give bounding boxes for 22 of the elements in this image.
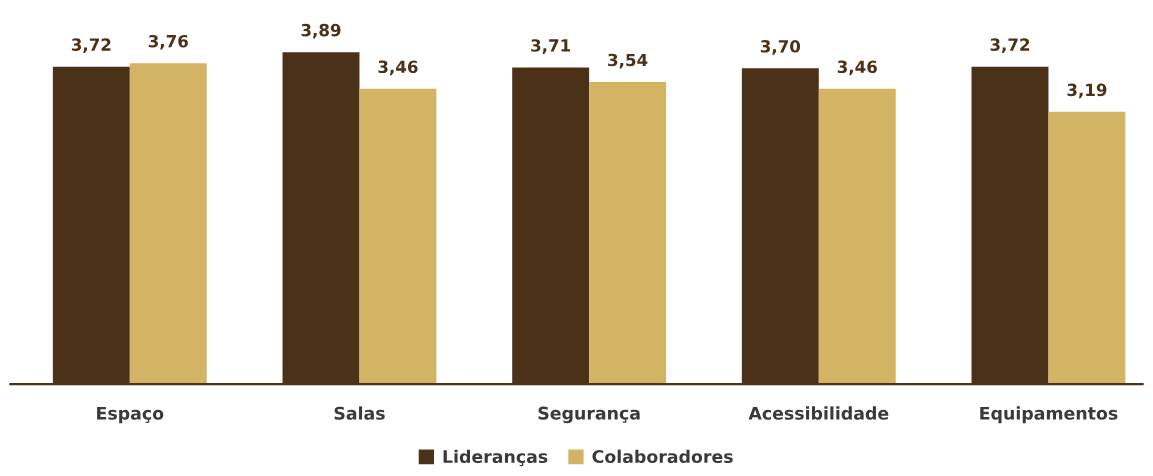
bar	[129, 63, 207, 385]
x-tick-label: Salas	[334, 406, 385, 420]
bar	[589, 82, 667, 385]
bar	[1048, 111, 1126, 385]
data-label: 3,72	[990, 38, 1030, 54]
data-label: 3,70	[760, 40, 801, 55]
data-label: 3,46	[378, 60, 418, 76]
data-label: 3,89	[301, 23, 341, 39]
x-tick-label: Acessibilidade	[748, 406, 889, 420]
x-tick-label: Equipamentos	[980, 406, 1118, 424]
legend-label: Colaboradores	[592, 449, 733, 464]
x-tick-label: Segurança	[538, 406, 640, 424]
data-label: 3,19	[1067, 83, 1107, 99]
bar	[359, 88, 437, 385]
data-label: 3,54	[608, 53, 648, 69]
data-label: 3,46	[837, 60, 877, 76]
legend-label: Lideranças	[443, 449, 548, 467]
bar	[818, 88, 896, 385]
data-label: 3,76	[148, 34, 188, 50]
x-tick-label: Espaço	[97, 406, 164, 424]
data-label: 3,72	[71, 38, 111, 54]
data-label: 3,71	[531, 39, 571, 54]
